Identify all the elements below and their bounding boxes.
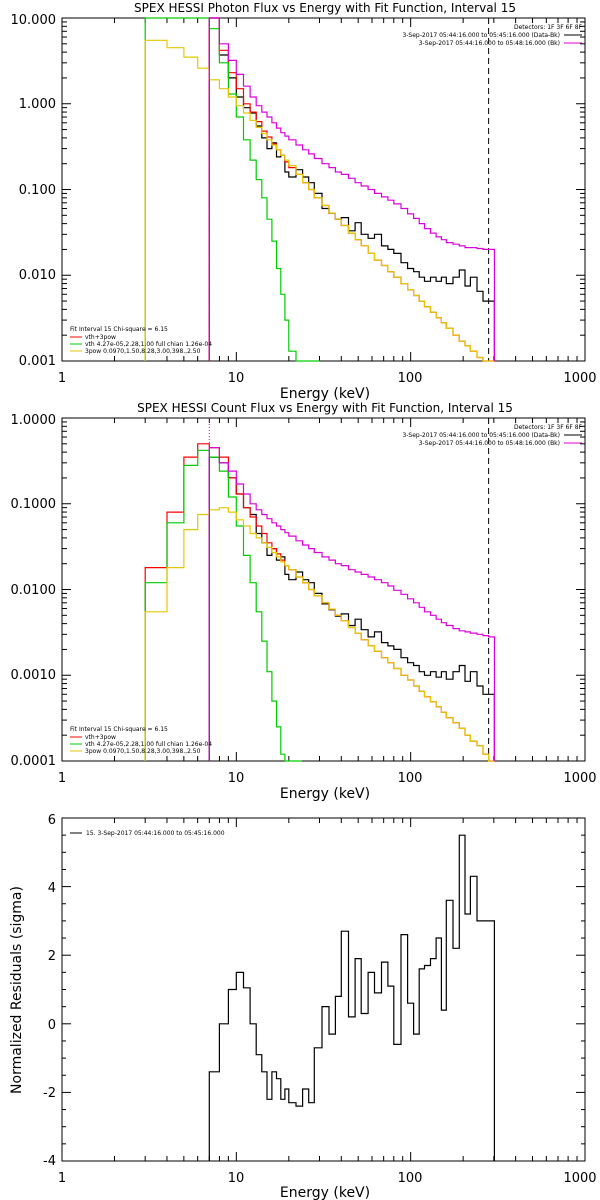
residuals-series: [208, 834, 495, 1161]
count-flux-y-tick-label: 0.1000: [11, 497, 57, 512]
count-flux-x-axis-label: Energy (keV): [280, 786, 370, 802]
photon-flux-plot-frame: [61, 17, 586, 362]
photon-flux-y-tick-label: 0.100: [19, 183, 56, 198]
count-flux-x-tick-label: 1: [58, 771, 66, 786]
residuals-legend: 15. 3-Sep-2017 05:44:16.000 to 05:45:16.…: [70, 830, 225, 837]
residuals-y-axis-label: Normalized Residuals (sigma): [9, 886, 25, 1094]
count-flux-fit-info: Fit Interval 15 Chi-square = 6.15: [70, 726, 168, 733]
photon-flux-series-vth-3pow: [208, 17, 495, 362]
count-flux-title: SPEX HESSI Count Flux vs Energy with Fit…: [137, 401, 513, 415]
count-flux-y-tick-label: 0.0001: [11, 754, 57, 769]
residuals-y-tick-label: -2: [43, 1086, 56, 1101]
photon-flux-tick-labels: 1 10 100 1000 0.001 0.010 0.100 1.000 10…: [11, 13, 597, 386]
residuals-x-tick-label: 1: [58, 1171, 66, 1186]
count-flux-x-tick-label: 1000: [563, 771, 596, 786]
count-flux-plot-frame: [61, 417, 586, 762]
photon-flux-x-tick-label: 1000: [563, 371, 596, 386]
photon-flux-legend-vth3pow: vth+3pow: [85, 334, 116, 341]
photon-flux-fit-info: Fit Interval 15 Chi-square = 6.15: [70, 326, 168, 333]
count-flux-series-vth: [144, 449, 302, 762]
photon-flux-title: SPEX HESSI Photon Flux vs Energy with Fi…: [134, 1, 516, 15]
count-flux-series-data-bk: [208, 456, 495, 761]
count-flux-series-bk: [208, 447, 495, 761]
count-flux-x-tick-label: 10: [228, 771, 245, 786]
photon-flux-legend-detectors: Detectors: 1F 3F 6F 8F: [514, 24, 583, 31]
photon-flux-legend-vth: vth 4.27e-05,2.28,1.00 full chian 1.26e-…: [85, 341, 212, 348]
photon-flux-legend-data-bk: 3-Sep-2017 05:44:16.000 to 05:45:16.000 …: [402, 32, 560, 39]
photon-flux-legend-top-right: Detectors: 1F 3F 6F 8F 3-Sep-2017 05:44:…: [402, 24, 582, 47]
residuals-x-tick-label: 100: [398, 1171, 423, 1186]
residuals-x-tick-label: 10: [228, 1171, 245, 1186]
count-flux-legend-data-bk: 3-Sep-2017 05:44:16.000 to 05:45:16.000 …: [402, 432, 560, 439]
count-flux-x-tick-label: 100: [398, 771, 423, 786]
count-flux-tick-labels: 1 10 100 1000 0.0001 0.0010 0.0100 0.100…: [11, 413, 597, 786]
photon-flux-marker-lines: [208, 18, 490, 361]
count-flux-ticks: [61, 418, 585, 762]
count-flux-y-tick-label: 1.0000: [11, 413, 57, 428]
photon-flux-series-data-bk: [208, 17, 495, 361]
residuals-y-tick-label: -4: [43, 1154, 56, 1169]
photon-flux-legend-bottom-left: Fit Interval 15 Chi-square = 6.15 vth+3p…: [70, 326, 212, 355]
residuals-y-tick-label: 0: [48, 1018, 56, 1033]
photon-flux-series: [144, 17, 495, 362]
photon-flux-ticks: [61, 18, 585, 362]
residuals-x-tick-label: 1000: [563, 1171, 596, 1186]
photon-flux-series-bk: [208, 17, 495, 361]
count-flux-panel: SPEX HESSI Count Flux vs Energy with Fit…: [11, 401, 597, 802]
count-flux-legend-top-right: Detectors: 1F 3F 6F 8F 3-Sep-2017 05:44:…: [402, 424, 582, 447]
count-flux-legend-bk: 3-Sep-2017 05:44:16.000 to 05:48:16.000 …: [419, 440, 560, 447]
count-flux-y-tick-label: 0.0100: [11, 583, 57, 598]
residuals-plot-frame: [61, 817, 586, 1162]
residuals-y-tick-label: 6: [48, 813, 56, 828]
photon-flux-x-tick-label: 1: [58, 371, 66, 386]
residuals-series-15: [208, 834, 495, 1161]
photon-flux-y-tick-label: 10.000: [11, 13, 57, 28]
photon-flux-series-3pow: [144, 39, 495, 362]
photon-flux-y-tick-label: 0.010: [19, 268, 56, 283]
photon-flux-legend-bk: 3-Sep-2017 05:44:16.000 to 05:48:16.000 …: [419, 40, 560, 47]
residuals-y-tick-label: 2: [48, 949, 56, 964]
count-flux-legend-detectors: Detectors: 1F 3F 6F 8F: [514, 424, 583, 431]
residuals-legend-text: 15. 3-Sep-2017 05:44:16.000 to 05:45:16.…: [86, 830, 225, 837]
photon-flux-x-tick-label: 100: [398, 371, 423, 386]
count-flux-y-tick-label: 0.0010: [11, 668, 57, 683]
photon-flux-y-tick-label: 1.000: [19, 97, 56, 112]
count-flux-legend-vth3pow: vth+3pow: [85, 734, 116, 741]
photon-flux-y-tick-label: 0.001: [19, 354, 56, 369]
count-flux-legend-vth: vth 4.27e-05,2.28,1.00 full chian 1.26e-…: [85, 741, 212, 748]
photon-flux-panel: SPEX HESSI Photon Flux vs Energy with Fi…: [11, 1, 597, 402]
count-flux-marker-lines: [208, 418, 490, 761]
residuals-panel: 1 10 100 1000 -4 -2 0 2 4 6 Normalized R…: [9, 813, 597, 1200]
residuals-x-axis-label: Energy (keV): [280, 1185, 370, 1200]
residuals-y-tick-label: 4: [48, 881, 56, 896]
residuals-ticks: [61, 817, 585, 1162]
count-flux-series-vth-3pow: [144, 443, 495, 762]
photon-flux-x-tick-label: 10: [228, 371, 245, 386]
count-flux-legend-bottom-left: Fit Interval 15 Chi-square = 6.15 vth+3p…: [70, 726, 212, 755]
count-flux-series: [144, 443, 495, 762]
residuals-tick-labels: 1 10 100 1000 -4 -2 0 2 4 6: [43, 813, 597, 1186]
photon-flux-series-vth: [144, 17, 321, 362]
photon-flux-legend-3pow: 3pow 0.0970,1.50,8.28,3.00,398.,2.50: [85, 348, 201, 355]
count-flux-legend-3pow: 3pow 0.0970,1.50,8.28,3.00,398.,2.50: [85, 748, 201, 755]
count-flux-series-3pow: [144, 507, 495, 762]
photon-flux-x-axis-label: Energy (keV): [280, 386, 370, 402]
